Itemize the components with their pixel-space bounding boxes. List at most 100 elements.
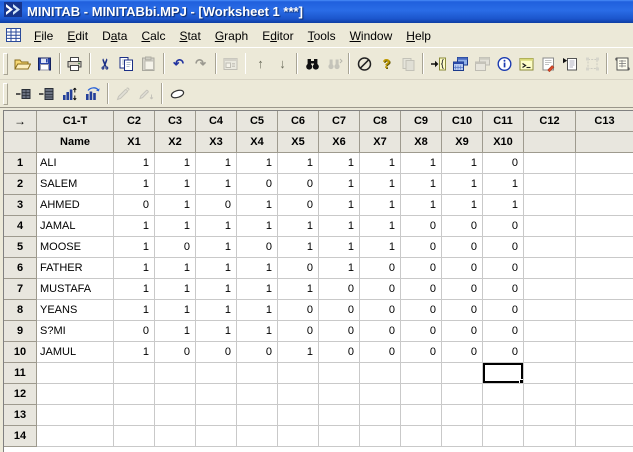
cell-c9-r12[interactable] (401, 384, 442, 405)
cell-x3-r2[interactable]: 1 (196, 174, 237, 195)
cell-x8-r9[interactable]: 0 (401, 321, 442, 342)
next-button[interactable]: ↓ (271, 52, 293, 75)
cell-x7-r5[interactable]: 1 (360, 237, 401, 258)
cell-x1-r2[interactable]: 1 (114, 174, 155, 195)
cell-c1-t-r14[interactable] (37, 426, 114, 447)
cell-x10-r3[interactable]: 1 (483, 195, 524, 216)
cell-c8-r11[interactable] (360, 363, 401, 384)
cell-x9-r4[interactable]: 0 (442, 216, 483, 237)
cell-x4-r10[interactable]: 0 (237, 342, 278, 363)
column-header-C3[interactable]: C3 (155, 111, 196, 132)
cell-c13-r12[interactable] (576, 384, 633, 405)
cell-x5-r1[interactable]: 1 (278, 153, 319, 174)
column-header-C4[interactable]: C4 (196, 111, 237, 132)
cell-x3-r9[interactable]: 1 (196, 321, 237, 342)
row-number-6[interactable]: 6 (4, 258, 37, 279)
cell-x9-r1[interactable]: 1 (442, 153, 483, 174)
edit-last-dialog-button[interactable] (427, 52, 449, 75)
menu-item-editor[interactable]: Editor (262, 28, 294, 43)
show-worksheets-button[interactable] (449, 52, 471, 75)
cell-x8-r8[interactable]: 0 (401, 300, 442, 321)
cell-x9-r3[interactable]: 1 (442, 195, 483, 216)
row-number-5[interactable]: 5 (4, 237, 37, 258)
cell-x7-r6[interactable]: 0 (360, 258, 401, 279)
cell-x6-r5[interactable]: 1 (319, 237, 360, 258)
data-direction-arrow-button[interactable]: → (4, 111, 37, 132)
cell-c5-r11[interactable] (237, 363, 278, 384)
cell-x3-r3[interactable]: 0 (196, 195, 237, 216)
cell-x1-r8[interactable]: 1 (114, 300, 155, 321)
column-header-C10[interactable]: C10 (442, 111, 483, 132)
help-button[interactable]: ? (375, 52, 397, 75)
cell-c9-r14[interactable] (401, 426, 442, 447)
cell-x9-r7[interactable]: 0 (442, 279, 483, 300)
cell-x6-r2[interactable]: 1 (319, 174, 360, 195)
cell-c13-r2[interactable] (576, 174, 633, 195)
cell-x6-r1[interactable]: 1 (319, 153, 360, 174)
cell-c13-r7[interactable] (576, 279, 633, 300)
find-button[interactable] (301, 52, 323, 75)
cell-x8-r7[interactable]: 0 (401, 279, 442, 300)
variable-name-cell-x1[interactable]: X1 (114, 132, 155, 153)
copy-button[interactable] (116, 52, 138, 75)
cell-x7-r8[interactable]: 0 (360, 300, 401, 321)
cell-name-r10[interactable]: JAMUL (37, 342, 114, 363)
cell-c12-r11[interactable] (524, 363, 576, 384)
row-number-7[interactable]: 7 (4, 279, 37, 300)
variable-name-cell-x3[interactable]: X3 (196, 132, 237, 153)
row-number-1[interactable]: 1 (4, 153, 37, 174)
cell-c8-r12[interactable] (360, 384, 401, 405)
variable-name-cell-x2[interactable]: X2 (155, 132, 196, 153)
row-number-13[interactable]: 13 (4, 405, 37, 426)
show-worksheet-button[interactable] (611, 52, 633, 75)
cell-x7-r1[interactable]: 1 (360, 153, 401, 174)
cell-c6-r12[interactable] (278, 384, 319, 405)
cell-x8-r5[interactable]: 0 (401, 237, 442, 258)
cell-c1-t-r11[interactable] (37, 363, 114, 384)
cell-x9-r6[interactable]: 0 (442, 258, 483, 279)
cell-c13-r5[interactable] (576, 237, 633, 258)
cell-x6-r7[interactable]: 0 (319, 279, 360, 300)
cell-c6-r13[interactable] (278, 405, 319, 426)
cell-x10-r10[interactable]: 0 (483, 342, 524, 363)
cell-x1-r6[interactable]: 1 (114, 258, 155, 279)
worksheet-grid-icon[interactable] (5, 27, 22, 43)
cell-x4-r2[interactable]: 0 (237, 174, 278, 195)
cell-x9-r2[interactable]: 1 (442, 174, 483, 195)
cell-x1-r10[interactable]: 1 (114, 342, 155, 363)
cell-c2-r11[interactable] (114, 363, 155, 384)
cell-c3-r11[interactable] (155, 363, 196, 384)
row-number-9[interactable]: 9 (4, 321, 37, 342)
cell-name-r7[interactable]: MUSTAFA (37, 279, 114, 300)
variable-name-cell-x6[interactable]: X6 (319, 132, 360, 153)
cell-x5-r4[interactable]: 1 (278, 216, 319, 237)
cell-c2-r13[interactable] (114, 405, 155, 426)
save-project-button[interactable] (34, 52, 56, 75)
show-history-button[interactable] (537, 52, 559, 75)
cell-x6-r3[interactable]: 1 (319, 195, 360, 216)
cell-x10-r1[interactable]: 0 (483, 153, 524, 174)
menu-item-calc[interactable]: Calc (141, 28, 166, 43)
cell-x1-r5[interactable]: 1 (114, 237, 155, 258)
column-header-C12[interactable]: C12 (524, 111, 576, 132)
cell-c5-r14[interactable] (237, 426, 278, 447)
menu-item-stat[interactable]: Stat (179, 28, 201, 43)
cell-x6-r8[interactable]: 0 (319, 300, 360, 321)
cell-x4-r9[interactable]: 1 (237, 321, 278, 342)
column-header-C13[interactable]: C13 (576, 111, 633, 132)
cell-c5-r12[interactable] (237, 384, 278, 405)
menu-item-data[interactable]: Data (102, 28, 128, 43)
menu-item-window[interactable]: Window (349, 28, 393, 43)
cell-x10-r4[interactable]: 0 (483, 216, 524, 237)
cell-c3-r13[interactable] (155, 405, 196, 426)
cell-x2-r10[interactable]: 0 (155, 342, 196, 363)
cell-x5-r9[interactable]: 0 (278, 321, 319, 342)
cell-x9-r5[interactable]: 0 (442, 237, 483, 258)
cell-x3-r1[interactable]: 1 (196, 153, 237, 174)
cell-x10-r7[interactable]: 0 (483, 279, 524, 300)
cell-name-r1[interactable]: ALI (37, 153, 114, 174)
cell-x10-r9[interactable]: 0 (483, 321, 524, 342)
cell-c13-r9[interactable] (576, 321, 633, 342)
cell-name-r4[interactable]: JAMAL (37, 216, 114, 237)
cell-name-r6[interactable]: FATHER (37, 258, 114, 279)
